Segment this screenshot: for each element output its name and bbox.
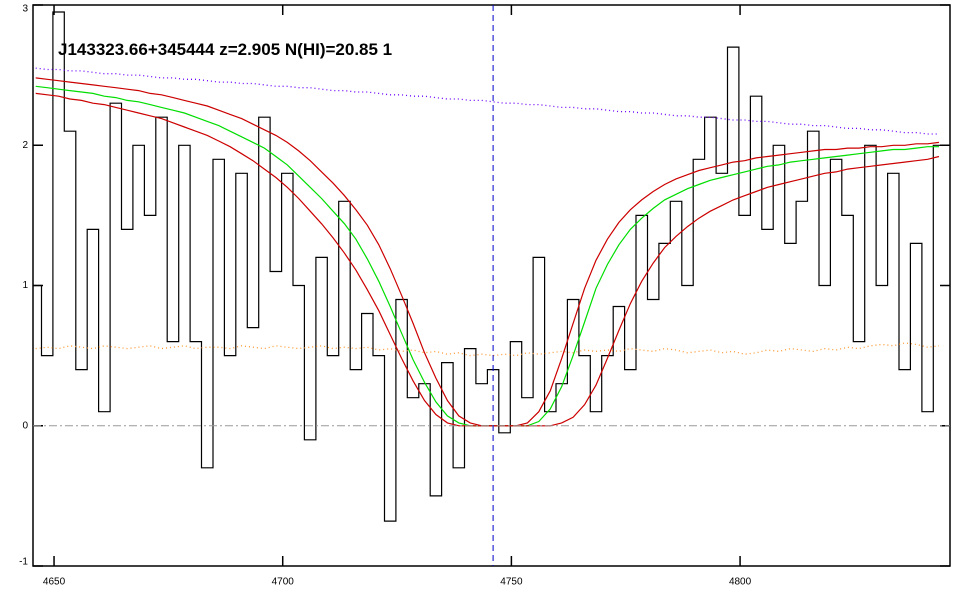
y-tick-label: -1 bbox=[19, 557, 28, 568]
x-tick-label: 4650 bbox=[43, 577, 66, 588]
x-tick-label: 4800 bbox=[729, 577, 752, 588]
y-tick-label: 0 bbox=[22, 420, 28, 431]
flux-line bbox=[33, 11, 945, 522]
dotted-line bbox=[35, 67, 939, 135]
dotted-line bbox=[35, 342, 940, 357]
y-tick-label: 1 bbox=[22, 280, 28, 291]
chart-title: J143323.66+345444 z=2.905 N(HI)=20.85 1 bbox=[58, 40, 392, 59]
y-tick-label: 3 bbox=[22, 4, 28, 15]
x-tick-label: 4750 bbox=[500, 577, 523, 588]
y-tick-label: 2 bbox=[22, 140, 28, 151]
x-tick-label: 4700 bbox=[272, 577, 295, 588]
